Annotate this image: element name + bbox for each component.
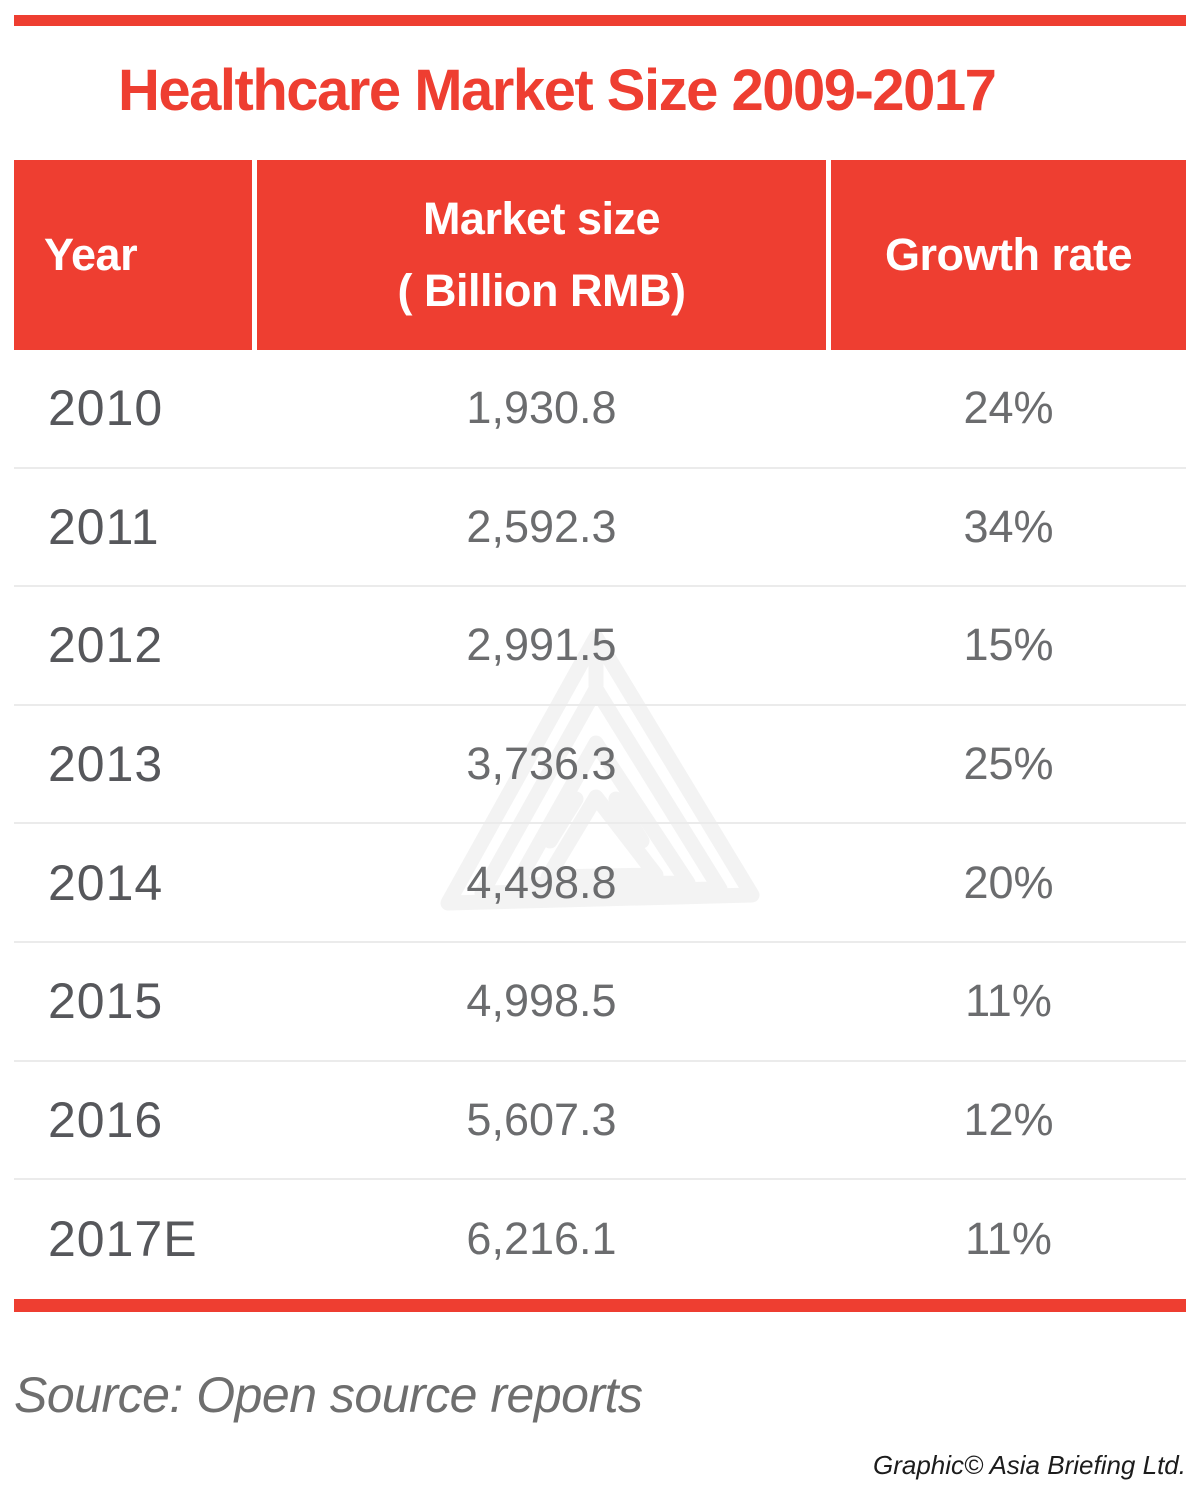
year-cell: 2017E	[48, 1211, 198, 1268]
table-row: 2011 2,592.3 34%	[14, 469, 1186, 588]
table-row: 2013 3,736.3 25%	[14, 706, 1186, 825]
growth-rate-cell: 34%	[963, 500, 1054, 552]
year-cell: 2012	[48, 617, 164, 674]
market-size-cell: 2,592.3	[466, 500, 617, 552]
bottom-accent-bar	[14, 1298, 1186, 1312]
column-header-market-size-line1: Market size	[422, 193, 661, 244]
table-row: 2014 4,498.8 20%	[14, 824, 1186, 943]
market-size-cell: 3,736.3	[466, 738, 617, 790]
market-size-cell: 4,998.5	[466, 975, 617, 1027]
source-note: Source: Open source reports	[14, 1366, 643, 1423]
growth-rate-cell: 24%	[963, 382, 1054, 434]
market-size-cell: 4,498.8	[466, 856, 617, 908]
year-cell: 2015	[48, 973, 164, 1030]
year-cell: 2013	[48, 736, 164, 793]
table-row: 2017E 6,216.1 11%	[14, 1180, 1186, 1299]
column-header-growth-rate: Growth rate	[831, 160, 1186, 350]
column-header-growth-rate-label: Growth rate	[884, 229, 1133, 280]
growth-rate-cell: 25%	[963, 738, 1054, 790]
top-accent-bar	[14, 15, 1186, 26]
column-header-market-size: Market size ( Billion RMB)	[257, 160, 826, 350]
growth-rate-cell: 15%	[963, 619, 1054, 671]
table-row: 2016 5,607.3 12%	[14, 1062, 1186, 1181]
year-cell: 2011	[48, 498, 160, 555]
market-size-table: Year Market size ( Billion RMB) Growth r…	[14, 160, 1186, 1299]
column-header-market-size-line2: ( Billion RMB)	[397, 265, 686, 316]
page-title: Healthcare Market Size 2009-2017	[118, 58, 997, 123]
year-cell: 2014	[48, 854, 164, 911]
graphic-credit: Graphic© Asia Briefing Ltd.	[872, 1449, 1186, 1480]
table-row: 2012 2,991.5 15%	[14, 587, 1186, 706]
column-header-year: Year	[14, 160, 252, 350]
market-size-cell: 2,991.5	[466, 619, 617, 671]
healthcare-market-infographic: Healthcare Market Size 2009-2017 Year Ma…	[0, 15, 1200, 1500]
table-row: 2010 1,930.8 24%	[14, 350, 1186, 469]
column-header-year-label: Year	[44, 229, 138, 280]
market-size-cell: 1,930.8	[466, 382, 617, 434]
growth-rate-cell: 11%	[965, 1213, 1052, 1265]
growth-rate-cell: 11%	[965, 975, 1052, 1027]
market-size-cell: 6,216.1	[466, 1213, 617, 1265]
market-size-cell: 5,607.3	[466, 1093, 617, 1145]
table-row: 2015 4,998.5 11%	[14, 943, 1186, 1062]
growth-rate-cell: 12%	[963, 1093, 1054, 1145]
growth-rate-cell: 20%	[963, 856, 1054, 908]
table-header-row: Year Market size ( Billion RMB) Growth r…	[14, 160, 1186, 350]
year-cell: 2010	[48, 380, 164, 437]
year-cell: 2016	[48, 1091, 164, 1148]
